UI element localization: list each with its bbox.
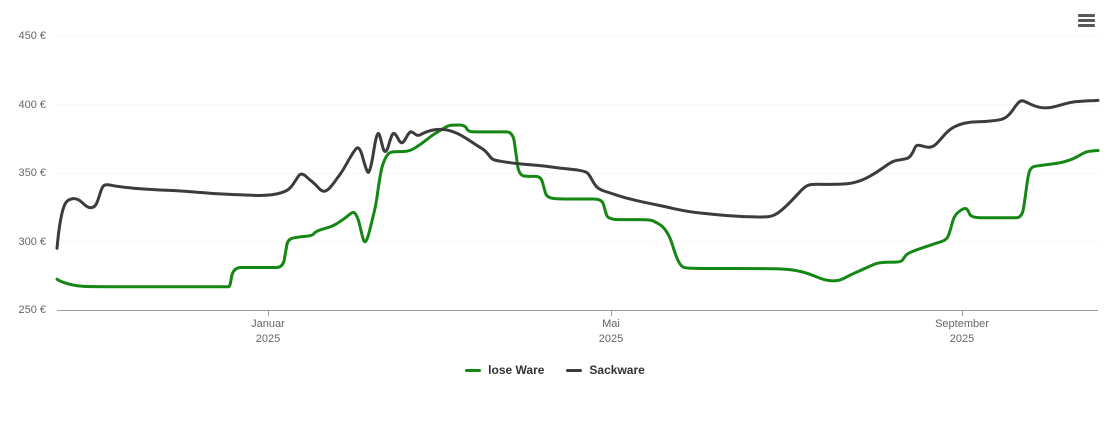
y-axis-label-300: 300 € [18, 235, 46, 248]
y-axis-label-450: 450 € [18, 30, 46, 42]
legend: lose Ware Sackware [0, 363, 1110, 377]
hamburger-bar [1078, 19, 1095, 22]
legend-item-lose-ware[interactable]: lose Ware [465, 363, 544, 377]
x-axis-year: 2025 [255, 333, 281, 345]
x-axis-label-mai: Mai 2025 [541, 317, 681, 347]
hamburger-menu-icon[interactable] [1078, 14, 1095, 28]
x-axis-month: Mai [602, 318, 620, 330]
series-line-sackware[interactable] [55, 98, 1100, 250]
legend-label-sackware: Sackware [589, 363, 645, 377]
y-axis-label-350: 350 € [18, 167, 46, 179]
x-axis-label-januar: Januar 2025 [198, 317, 338, 347]
sackware-line-swatch-icon [566, 368, 583, 372]
x-axis-year: 2025 [598, 333, 624, 345]
legend-label-lose-ware: lose Ware [488, 363, 545, 377]
x-axis-month: September [935, 318, 989, 330]
x-axis-month: Januar [251, 318, 285, 330]
series-line-lose-ware[interactable] [55, 123, 1100, 289]
lose-ware-line-swatch-icon [465, 368, 482, 372]
legend-item-sackware[interactable]: Sackware [566, 363, 645, 377]
x-axis-label-september: September 2025 [892, 317, 1032, 347]
hamburger-bar [1078, 24, 1095, 27]
hamburger-bar [1078, 14, 1095, 17]
y-axis-label-400: 400 € [18, 98, 46, 111]
y-axis-label-250: 250 € [18, 304, 46, 316]
x-axis-year: 2025 [949, 333, 975, 345]
